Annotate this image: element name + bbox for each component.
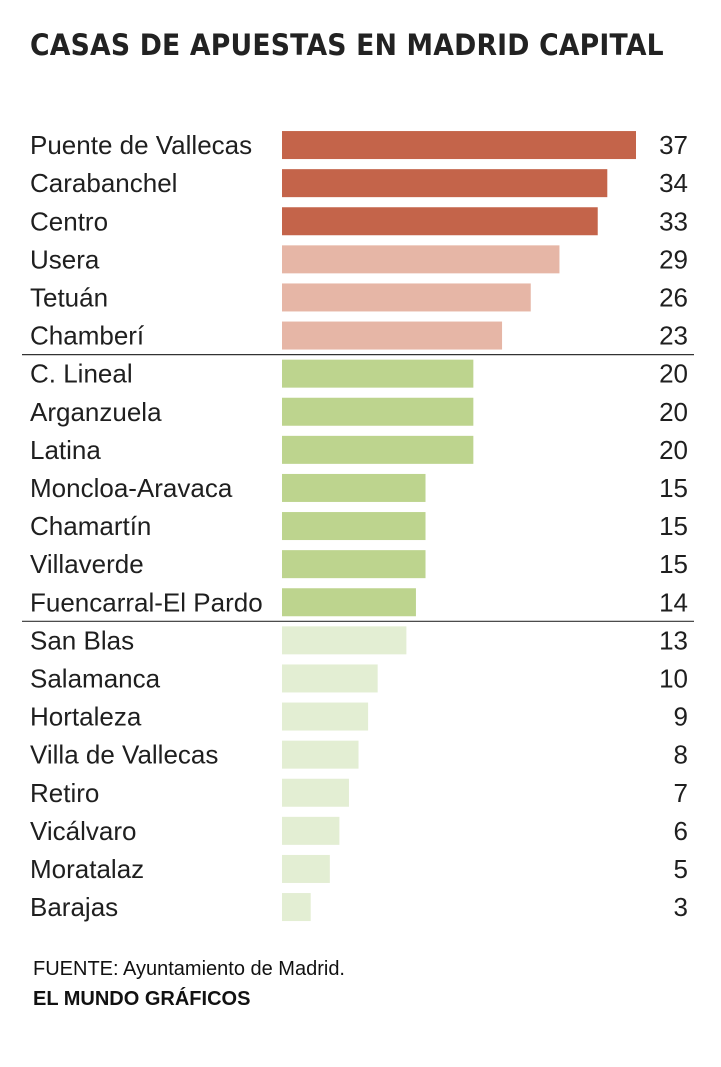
bar xyxy=(282,816,340,845)
value-label: 15 xyxy=(659,473,688,503)
value-label: 5 xyxy=(674,854,688,884)
bar xyxy=(282,626,407,655)
category-label: Barajas xyxy=(30,892,118,922)
category-label: Hortaleza xyxy=(30,702,142,732)
category-label: Tetuán xyxy=(30,282,108,312)
category-label: Usera xyxy=(30,244,100,274)
credit-note: EL MUNDO GRÁFICOS xyxy=(33,988,251,1010)
value-label: 34 xyxy=(659,168,688,198)
value-label: 23 xyxy=(659,321,688,351)
category-label: San Blas xyxy=(30,625,134,655)
category-label: Chamartín xyxy=(30,511,151,541)
category-label: Vicálvaro xyxy=(30,816,136,846)
category-label: C. Lineal xyxy=(30,359,133,389)
category-label: Salamanca xyxy=(30,663,161,693)
value-label: 33 xyxy=(659,206,688,236)
value-label: 10 xyxy=(659,663,688,693)
bar xyxy=(282,359,474,388)
value-label: 15 xyxy=(659,549,688,579)
bar xyxy=(282,740,359,769)
value-label: 6 xyxy=(674,816,688,846)
bar xyxy=(282,435,474,464)
category-label: Latina xyxy=(30,435,101,465)
category-label: Centro xyxy=(30,206,108,236)
category-label: Puente de Vallecas xyxy=(30,130,252,160)
chart-title: CASAS DE APUESTAS EN MADRID CAPITAL xyxy=(30,28,664,62)
bar xyxy=(282,664,378,693)
category-label: Fuencarral-El Pardo xyxy=(30,587,263,617)
bar xyxy=(282,321,503,350)
category-label: Moncloa-Aravaca xyxy=(30,473,233,503)
category-label: Moratalaz xyxy=(30,854,144,884)
value-label: 9 xyxy=(674,702,688,732)
bar xyxy=(282,283,531,312)
value-label: 20 xyxy=(659,397,688,427)
bar xyxy=(282,550,426,579)
category-label: Chamberí xyxy=(30,321,145,351)
category-label: Villaverde xyxy=(30,549,144,579)
category-label: Carabanchel xyxy=(30,168,177,198)
bar xyxy=(282,207,598,236)
value-label: 7 xyxy=(674,778,688,808)
bar xyxy=(282,245,560,274)
value-label: 29 xyxy=(659,244,688,274)
source-note: FUENTE: Ayuntamiento de Madrid. xyxy=(33,958,345,980)
value-label: 3 xyxy=(674,892,688,922)
bar xyxy=(282,397,474,426)
bar xyxy=(282,702,369,731)
value-label: 14 xyxy=(659,587,688,617)
bar xyxy=(282,169,608,198)
bar xyxy=(282,588,416,617)
bar xyxy=(282,473,426,502)
bar xyxy=(282,893,311,922)
value-label: 15 xyxy=(659,511,688,541)
bar xyxy=(282,512,426,541)
value-label: 26 xyxy=(659,282,688,312)
bar xyxy=(282,778,349,807)
value-label: 8 xyxy=(674,740,688,770)
category-label: Arganzuela xyxy=(30,397,162,427)
value-label: 37 xyxy=(659,130,688,160)
category-label: Villa de Vallecas xyxy=(30,740,218,770)
value-label: 13 xyxy=(659,625,688,655)
bar xyxy=(282,131,636,160)
bar xyxy=(282,854,330,883)
category-label: Retiro xyxy=(30,778,99,808)
value-label: 20 xyxy=(659,435,688,465)
value-label: 20 xyxy=(659,359,688,389)
